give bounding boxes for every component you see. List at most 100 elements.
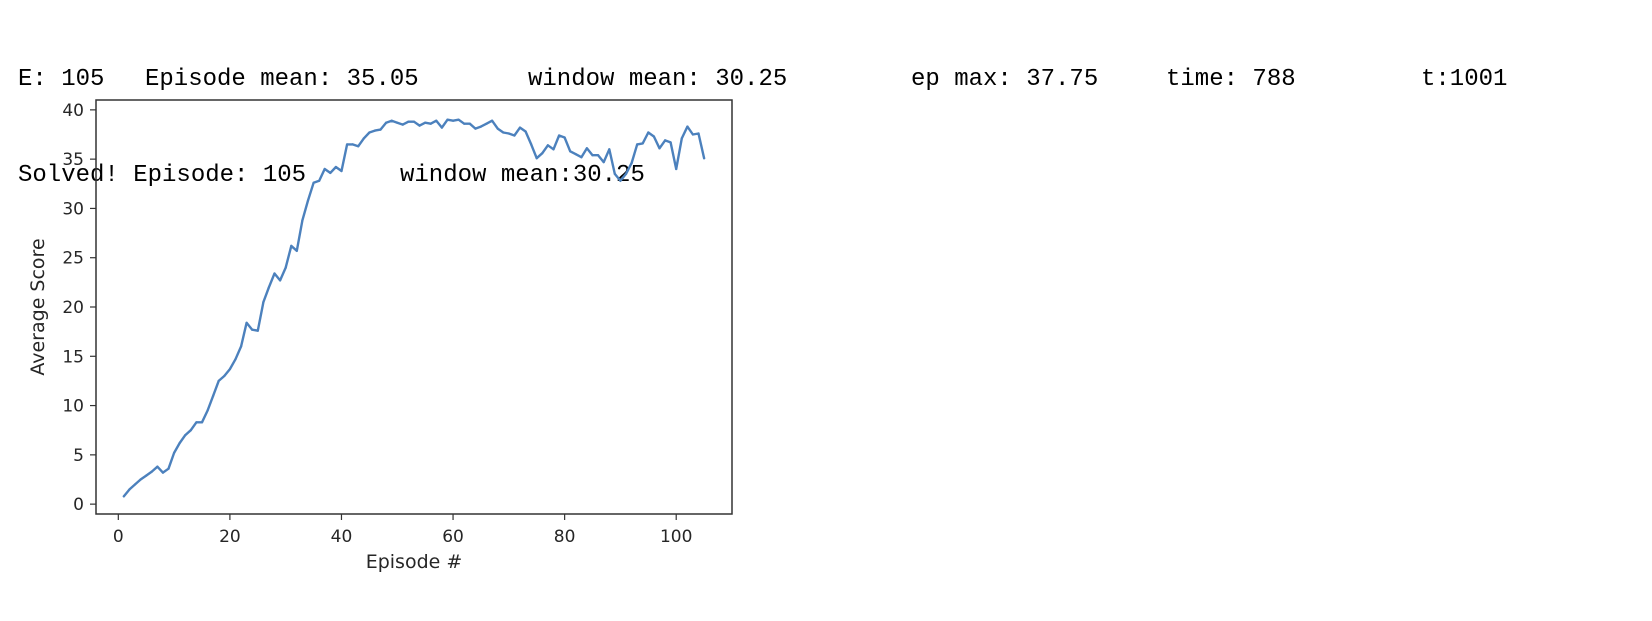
data-point	[385, 121, 388, 124]
data-point	[619, 179, 622, 182]
x-tick-label: 60	[442, 527, 464, 547]
data-point	[491, 119, 494, 122]
window-mean-text: window mean: 30.25	[528, 66, 788, 93]
data-point	[122, 495, 125, 498]
data-point	[200, 421, 204, 424]
data-point	[167, 467, 170, 470]
data-point	[664, 139, 667, 142]
data-point	[680, 137, 683, 140]
data-point	[251, 328, 254, 331]
data-point	[613, 172, 616, 175]
data-point	[401, 123, 404, 126]
data-point	[412, 120, 416, 123]
y-tick-label: 10	[62, 397, 84, 417]
data-point	[145, 474, 148, 477]
data-point	[546, 144, 550, 147]
plot-frame	[95, 99, 733, 515]
data-point	[703, 157, 706, 160]
data-point	[346, 143, 349, 146]
y-tick-label: 0	[73, 495, 84, 515]
data-point	[306, 199, 310, 202]
data-point	[240, 345, 243, 348]
data-point	[334, 165, 337, 169]
data-point	[507, 132, 510, 135]
data-point	[468, 122, 471, 125]
data-point	[273, 272, 276, 275]
y-tick-label: 20	[62, 298, 84, 318]
data-point	[245, 321, 248, 324]
solved-text: Solved! Episode: 105	[18, 162, 307, 189]
data-point	[195, 421, 198, 424]
data-point	[368, 131, 371, 134]
data-point	[446, 118, 449, 121]
x-tick-label: 20	[219, 527, 241, 547]
data-point	[340, 169, 343, 173]
y-tick-label: 5	[73, 446, 84, 466]
data-point	[217, 379, 220, 382]
y-axis-label: Average Score	[27, 238, 49, 375]
data-point	[139, 478, 142, 481]
data-point	[189, 429, 192, 432]
data-point	[535, 157, 538, 160]
data-point	[178, 441, 181, 445]
data-point	[290, 244, 293, 247]
data-point	[636, 143, 639, 146]
y-tick-label: 40	[62, 101, 84, 121]
y-tick-label: 30	[62, 199, 84, 219]
data-point	[435, 119, 438, 122]
data-point	[373, 129, 376, 132]
data-point	[585, 147, 589, 150]
data-point	[206, 409, 209, 412]
data-point	[574, 153, 577, 156]
ep-max-text: ep max: 37.75	[911, 66, 1099, 93]
data-point	[362, 137, 365, 140]
data-point	[418, 124, 421, 127]
y-tick-label: 25	[62, 249, 84, 269]
data-point	[396, 121, 399, 124]
data-point	[675, 167, 678, 171]
data-point	[234, 358, 237, 361]
data-point	[323, 167, 326, 171]
data-point	[485, 122, 488, 125]
data-point	[223, 374, 226, 378]
data-point	[630, 162, 633, 165]
data-point	[351, 143, 354, 146]
data-point	[463, 122, 466, 125]
score-chart: 0 5 10 15 20 25 30 35 40 0 20 40 60 80 100 Episode # …	[0, 84, 800, 616]
data-point	[691, 133, 695, 136]
data-point	[658, 147, 661, 150]
log-line-progress: E: 105 Episode mean: 35.05 window mean: …	[18, 64, 1638, 96]
data-point	[524, 130, 527, 133]
time-text: time: 788	[1166, 66, 1296, 93]
data-point	[597, 154, 600, 157]
data-point	[697, 132, 700, 135]
data-point	[641, 142, 644, 145]
data-point	[262, 301, 265, 304]
data-point	[429, 122, 432, 125]
data-point	[457, 118, 460, 121]
data-point	[541, 152, 544, 155]
data-point	[318, 179, 321, 182]
data-point	[530, 143, 533, 146]
data-point	[256, 329, 259, 332]
data-point	[156, 465, 159, 468]
data-point	[329, 171, 332, 174]
solved-window-mean-text: window mean:30.25	[400, 162, 645, 189]
episode-number-text: E: 105	[18, 66, 105, 93]
x-axis-ticks: 0 20 40 60 80 100	[113, 514, 692, 547]
x-axis-label: Episode #	[366, 551, 463, 573]
y-tick-label: 35	[62, 150, 84, 170]
data-point	[279, 279, 282, 282]
data-point	[496, 127, 499, 130]
data-point	[184, 434, 187, 437]
y-tick-label: 15	[62, 347, 84, 367]
data-point	[479, 125, 482, 128]
data-point	[440, 126, 443, 129]
episode-mean-text: Episode mean: 35.05	[145, 66, 419, 93]
console-output: E: 105 Episode mean: 35.05 window mean: …	[18, 0, 1638, 224]
data-point	[295, 249, 298, 252]
data-point	[284, 266, 287, 269]
data-point	[513, 134, 516, 137]
data-point	[212, 394, 215, 397]
